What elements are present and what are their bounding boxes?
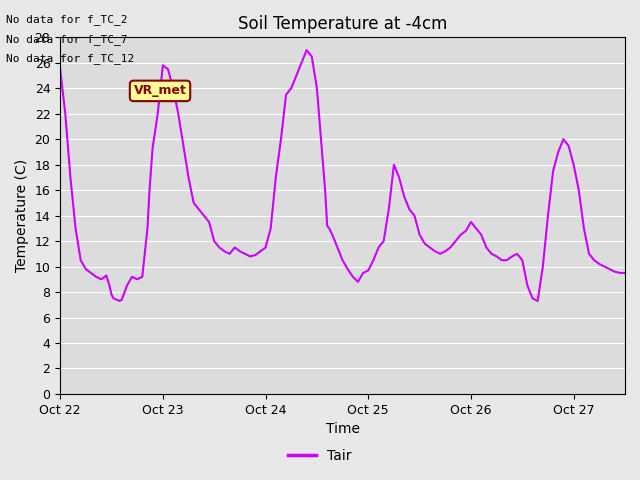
Legend: Tair: Tair [283, 443, 357, 468]
Y-axis label: Temperature (C): Temperature (C) [15, 159, 29, 272]
Text: No data for f_TC_7: No data for f_TC_7 [6, 34, 128, 45]
Text: VR_met: VR_met [134, 84, 186, 97]
Text: No data for f_TC_12: No data for f_TC_12 [6, 53, 134, 64]
Title: Soil Temperature at -4cm: Soil Temperature at -4cm [238, 15, 447, 33]
Text: No data for f_TC_2: No data for f_TC_2 [6, 14, 128, 25]
X-axis label: Time: Time [326, 422, 360, 436]
